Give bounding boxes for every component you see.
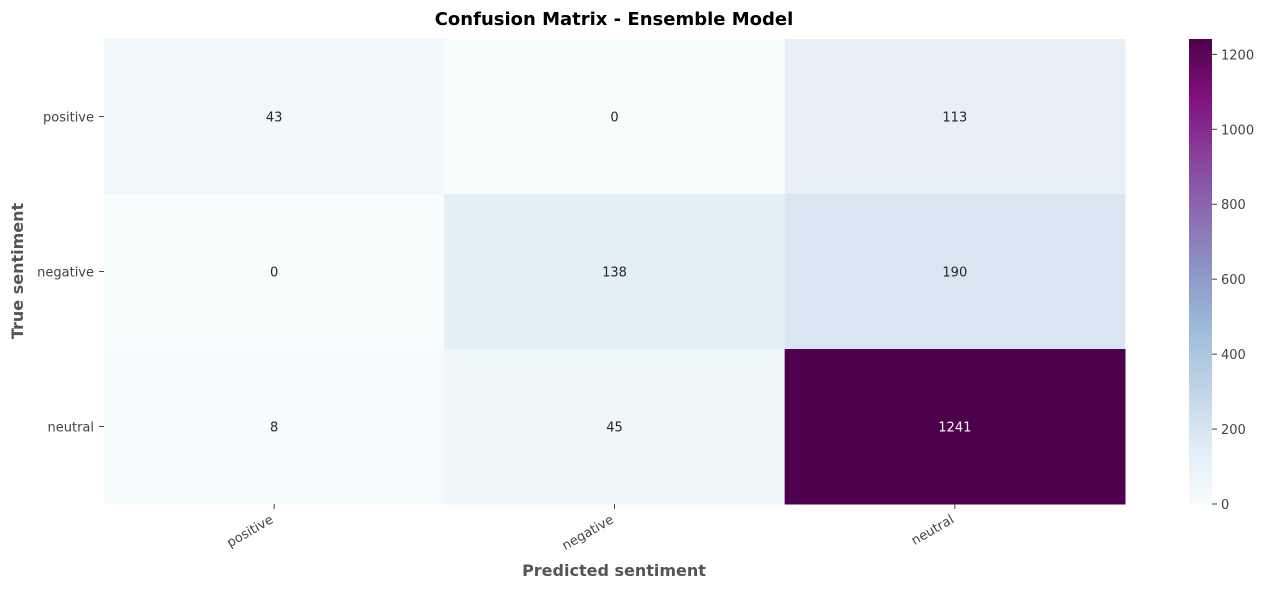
x-tick-label: positive <box>224 512 276 550</box>
colorbar-tick-label: 800 <box>1221 198 1246 213</box>
colorbar-tick-label: 0 <box>1221 498 1229 513</box>
x-axis-label: Predicted sentiment <box>522 561 706 580</box>
colorbar-tick-label: 1000 <box>1221 123 1254 138</box>
colorbar-tick-label: 600 <box>1221 273 1246 288</box>
colorbar-tick-label: 200 <box>1221 423 1246 438</box>
cell-value-label: 43 <box>266 111 283 126</box>
heatmap-cell <box>444 194 786 350</box>
cell-value-label: 8 <box>270 421 278 436</box>
heatmap-cell <box>444 39 786 195</box>
y-tick-label: negative <box>37 266 94 281</box>
cell-value-label: 1241 <box>938 421 971 436</box>
heatmap-cell <box>104 349 445 505</box>
cell-value-label: 45 <box>606 421 623 436</box>
heatmap-cell <box>444 349 786 505</box>
y-axis-ticks: positive negative neutral <box>37 111 104 436</box>
x-tick-label: negative <box>560 512 617 553</box>
heatmap-cell <box>784 39 1126 195</box>
colorbar-tick-label: 400 <box>1221 348 1246 363</box>
colorbar <box>1189 39 1212 504</box>
cell-value-label: 0 <box>610 111 618 126</box>
y-tick-label: positive <box>43 111 94 126</box>
heatmap-cell <box>104 194 445 350</box>
heatmap-cells <box>104 39 1126 505</box>
cell-value-label: 113 <box>942 111 967 126</box>
cell-value-label: 0 <box>270 266 278 281</box>
heatmap-cell-labels: 43 0 113 0 138 190 8 45 1241 <box>266 111 971 436</box>
colorbar-tick-label: 1200 <box>1221 48 1254 63</box>
cell-value-label: 138 <box>602 266 627 281</box>
y-axis-label: True sentiment <box>8 202 27 339</box>
x-tick-label: neutral <box>909 512 957 548</box>
y-tick-label: neutral <box>48 421 95 436</box>
x-axis-ticks: positive negative neutral <box>224 504 957 554</box>
heatmap-cell <box>784 194 1126 350</box>
chart-title: Confusion Matrix - Ensemble Model <box>435 9 794 30</box>
colorbar-ticks: 0 200 400 600 800 1000 1200 <box>1212 48 1254 513</box>
heatmap-cell <box>104 39 445 195</box>
heatmap-cell <box>784 349 1126 505</box>
cell-value-label: 190 <box>942 266 967 281</box>
